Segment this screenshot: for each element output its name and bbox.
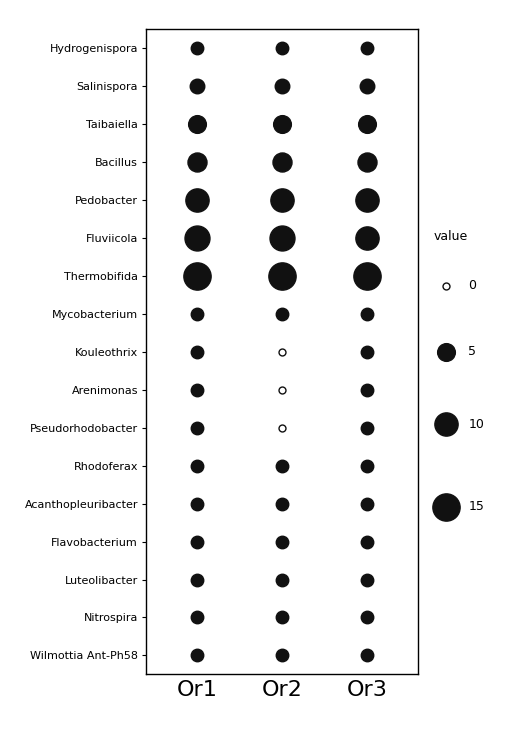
Point [278,498,287,509]
Point [194,194,202,206]
Point [278,346,287,358]
Point [441,419,450,430]
Point [363,308,371,320]
Point [363,498,371,509]
Point [441,501,450,513]
Text: 0: 0 [469,279,476,292]
Point [278,574,287,586]
Point [194,536,202,548]
Point [278,536,287,548]
Point [194,118,202,130]
Point [363,270,371,281]
Point [363,232,371,244]
Point [363,346,371,358]
Point [194,270,202,281]
Point [278,270,287,281]
Text: value: value [434,230,468,243]
Point [278,308,287,320]
Point [363,649,371,661]
Point [363,43,371,54]
Point [194,346,202,358]
Point [194,232,202,244]
Point [278,649,287,661]
Point [194,43,202,54]
Point [278,384,287,396]
Point [363,194,371,206]
Point [194,498,202,509]
Point [441,346,450,358]
Point [363,422,371,434]
Point [278,422,287,434]
Point [194,460,202,471]
Point [363,81,371,92]
Point [363,536,371,548]
Point [363,118,371,130]
Point [441,280,450,292]
Point [363,574,371,586]
Point [194,574,202,586]
Point [363,460,371,471]
Point [363,384,371,396]
Point [278,194,287,206]
Text: 15: 15 [469,501,484,513]
Point [278,611,287,623]
Point [194,81,202,92]
Point [194,156,202,168]
Point [278,81,287,92]
Text: 5: 5 [469,345,476,358]
Point [278,118,287,130]
Point [278,232,287,244]
Point [363,156,371,168]
Point [278,460,287,471]
Point [194,649,202,661]
Point [194,611,202,623]
Point [363,611,371,623]
Point [194,308,202,320]
Point [194,422,202,434]
Point [278,156,287,168]
Text: 10: 10 [469,418,484,431]
Point [278,43,287,54]
Point [194,384,202,396]
